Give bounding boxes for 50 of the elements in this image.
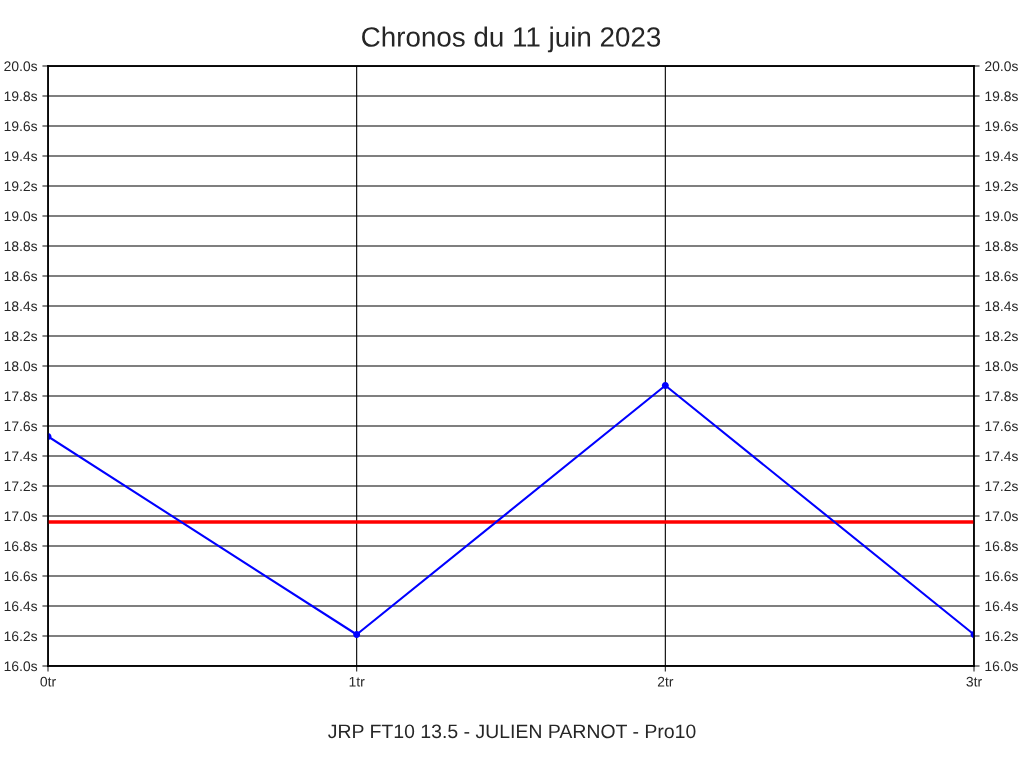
y-tick-label: 19.8s bbox=[4, 91, 38, 102]
y2-tick-label: 18.8s bbox=[985, 241, 1018, 252]
y2-tick-label: 16.4s bbox=[985, 601, 1018, 612]
y2-tick-label: 16.0s bbox=[985, 661, 1018, 672]
y2-tick-label: 19.6s bbox=[985, 121, 1018, 132]
y-tick-label: 18.6s bbox=[4, 271, 38, 282]
y2-tick-label: 16.6s bbox=[985, 571, 1018, 582]
y2-tick-label: 19.0s bbox=[985, 211, 1018, 222]
point bbox=[661, 382, 669, 389]
y-tick-label: 16.2s bbox=[4, 631, 38, 642]
x-tick-label: 3tr bbox=[966, 676, 982, 687]
y-tick-label: 19.6s bbox=[4, 121, 38, 132]
y-tick-label: 17.4s bbox=[4, 451, 38, 462]
x-tick-label: 1tr bbox=[349, 676, 365, 687]
y-tick-label: 18.0s bbox=[4, 361, 38, 372]
y-tick-label: 16.4s bbox=[4, 601, 38, 612]
y-tick-label: 19.2s bbox=[4, 181, 38, 192]
y2-tick-label: 19.4s bbox=[985, 151, 1018, 162]
y-tick-label: 16.0s bbox=[4, 661, 38, 672]
point bbox=[353, 631, 361, 638]
y2-tick-label: 16.2s bbox=[985, 631, 1018, 642]
y2-tick-label: 20.0s bbox=[985, 61, 1018, 72]
y-tick-label: 17.0s bbox=[4, 511, 38, 522]
y-tick-label: 17.8s bbox=[4, 391, 38, 402]
y2-tick-label: 17.6s bbox=[985, 421, 1018, 432]
y2-tick-label: 19.2s bbox=[985, 181, 1018, 192]
y2-tick-label: 17.2s bbox=[985, 481, 1018, 492]
y2-tick-label: 18.4s bbox=[985, 301, 1018, 312]
y-tick-label: 16.6s bbox=[4, 571, 38, 582]
y2-tick-label: 18.0s bbox=[985, 361, 1018, 372]
chart-title: Chronos du 11 juin 2023 bbox=[362, 26, 661, 53]
y2-tick-label: 17.0s bbox=[985, 511, 1018, 522]
y2-tick-label: 17.8s bbox=[985, 391, 1018, 402]
y-tick-label: 18.8s bbox=[4, 241, 38, 252]
x-tick-label: 2tr bbox=[657, 676, 674, 687]
y2-tick-label: 18.6s bbox=[985, 271, 1018, 282]
text: JRP FT10 13.5 - JULIEN PARNOT - Pro10 bbox=[328, 724, 696, 739]
y-tick-label: 18.4s bbox=[4, 301, 38, 312]
x-tick-label: 0tr bbox=[40, 676, 56, 687]
y2-tick-label: 17.4s bbox=[985, 451, 1018, 462]
y-tick-label: 18.2s bbox=[4, 331, 38, 342]
y2-tick-label: 16.8s bbox=[985, 541, 1018, 552]
y2-tick-label: 19.8s bbox=[985, 91, 1018, 102]
y-tick-label: 17.2s bbox=[4, 481, 38, 492]
y-tick-label: 19.0s bbox=[4, 211, 38, 222]
y-tick-label: 17.6s bbox=[4, 421, 38, 432]
y-tick-label: 19.4s bbox=[4, 151, 38, 162]
y2-tick-label: 18.2s bbox=[985, 331, 1018, 342]
y-tick-label: 16.8s bbox=[4, 541, 38, 552]
y-tick-label: 20.0s bbox=[4, 61, 38, 72]
